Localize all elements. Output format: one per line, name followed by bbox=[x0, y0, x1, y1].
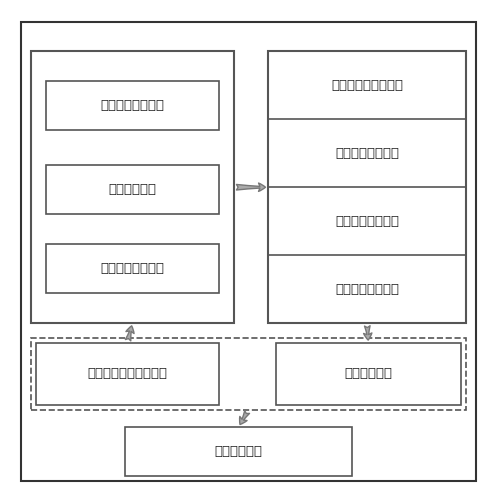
Text: 加速试验转速选取: 加速试验转速选取 bbox=[335, 283, 399, 296]
Text: 加速试验结果: 加速试验结果 bbox=[215, 445, 262, 458]
Text: 加速试验模型选取: 加速试验模型选取 bbox=[100, 99, 165, 112]
FancyBboxPatch shape bbox=[46, 244, 219, 293]
FancyBboxPatch shape bbox=[31, 51, 234, 323]
Text: 加速因子选取: 加速因子选取 bbox=[108, 183, 157, 196]
FancyBboxPatch shape bbox=[21, 21, 476, 481]
Text: 加速试验载荷选取: 加速试验载荷选取 bbox=[335, 215, 399, 228]
FancyBboxPatch shape bbox=[46, 81, 219, 130]
FancyBboxPatch shape bbox=[36, 343, 219, 405]
FancyBboxPatch shape bbox=[125, 427, 352, 477]
Text: 当量试验转数计算: 当量试验转数计算 bbox=[100, 262, 165, 275]
FancyBboxPatch shape bbox=[268, 51, 466, 323]
Text: 加速试验截尾条件确定: 加速试验截尾条件确定 bbox=[87, 368, 167, 380]
Text: 加速试验时间选取: 加速试验时间选取 bbox=[335, 147, 399, 160]
FancyBboxPatch shape bbox=[276, 343, 461, 405]
FancyBboxPatch shape bbox=[46, 165, 219, 215]
FancyBboxPatch shape bbox=[31, 338, 466, 410]
Text: 加速试验样本量选取: 加速试验样本量选取 bbox=[331, 79, 403, 92]
Text: 加速试验执行: 加速试验执行 bbox=[344, 368, 392, 380]
